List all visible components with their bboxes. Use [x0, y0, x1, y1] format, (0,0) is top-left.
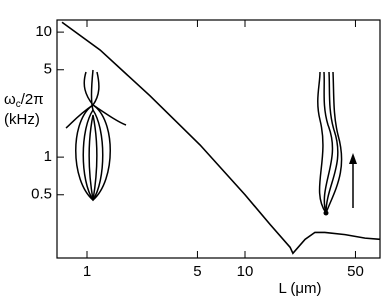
y-tick-label: 10: [35, 23, 52, 40]
y-label-part: c: [16, 99, 21, 110]
y-label: ωc/2π: [4, 91, 44, 110]
right-inset: [317, 71, 357, 216]
left-inset: [65, 69, 127, 202]
x-tick-label: 50: [347, 263, 364, 280]
y-tick-label: 0.5: [31, 186, 52, 203]
x-tick-label: 5: [193, 263, 201, 280]
y-tick-label: 5: [44, 61, 52, 78]
y-unit: (kHz): [4, 111, 40, 128]
x-tick-label: 10: [237, 263, 254, 280]
plot-frame: [56, 19, 381, 259]
y-tick-label: 1: [44, 148, 52, 165]
y-label-part: ω: [4, 91, 16, 108]
data-line: [61, 21, 381, 255]
y-label-part: /2π: [21, 91, 44, 108]
x-tick-label: 1: [83, 263, 91, 280]
x-label: L (μm): [278, 280, 321, 297]
